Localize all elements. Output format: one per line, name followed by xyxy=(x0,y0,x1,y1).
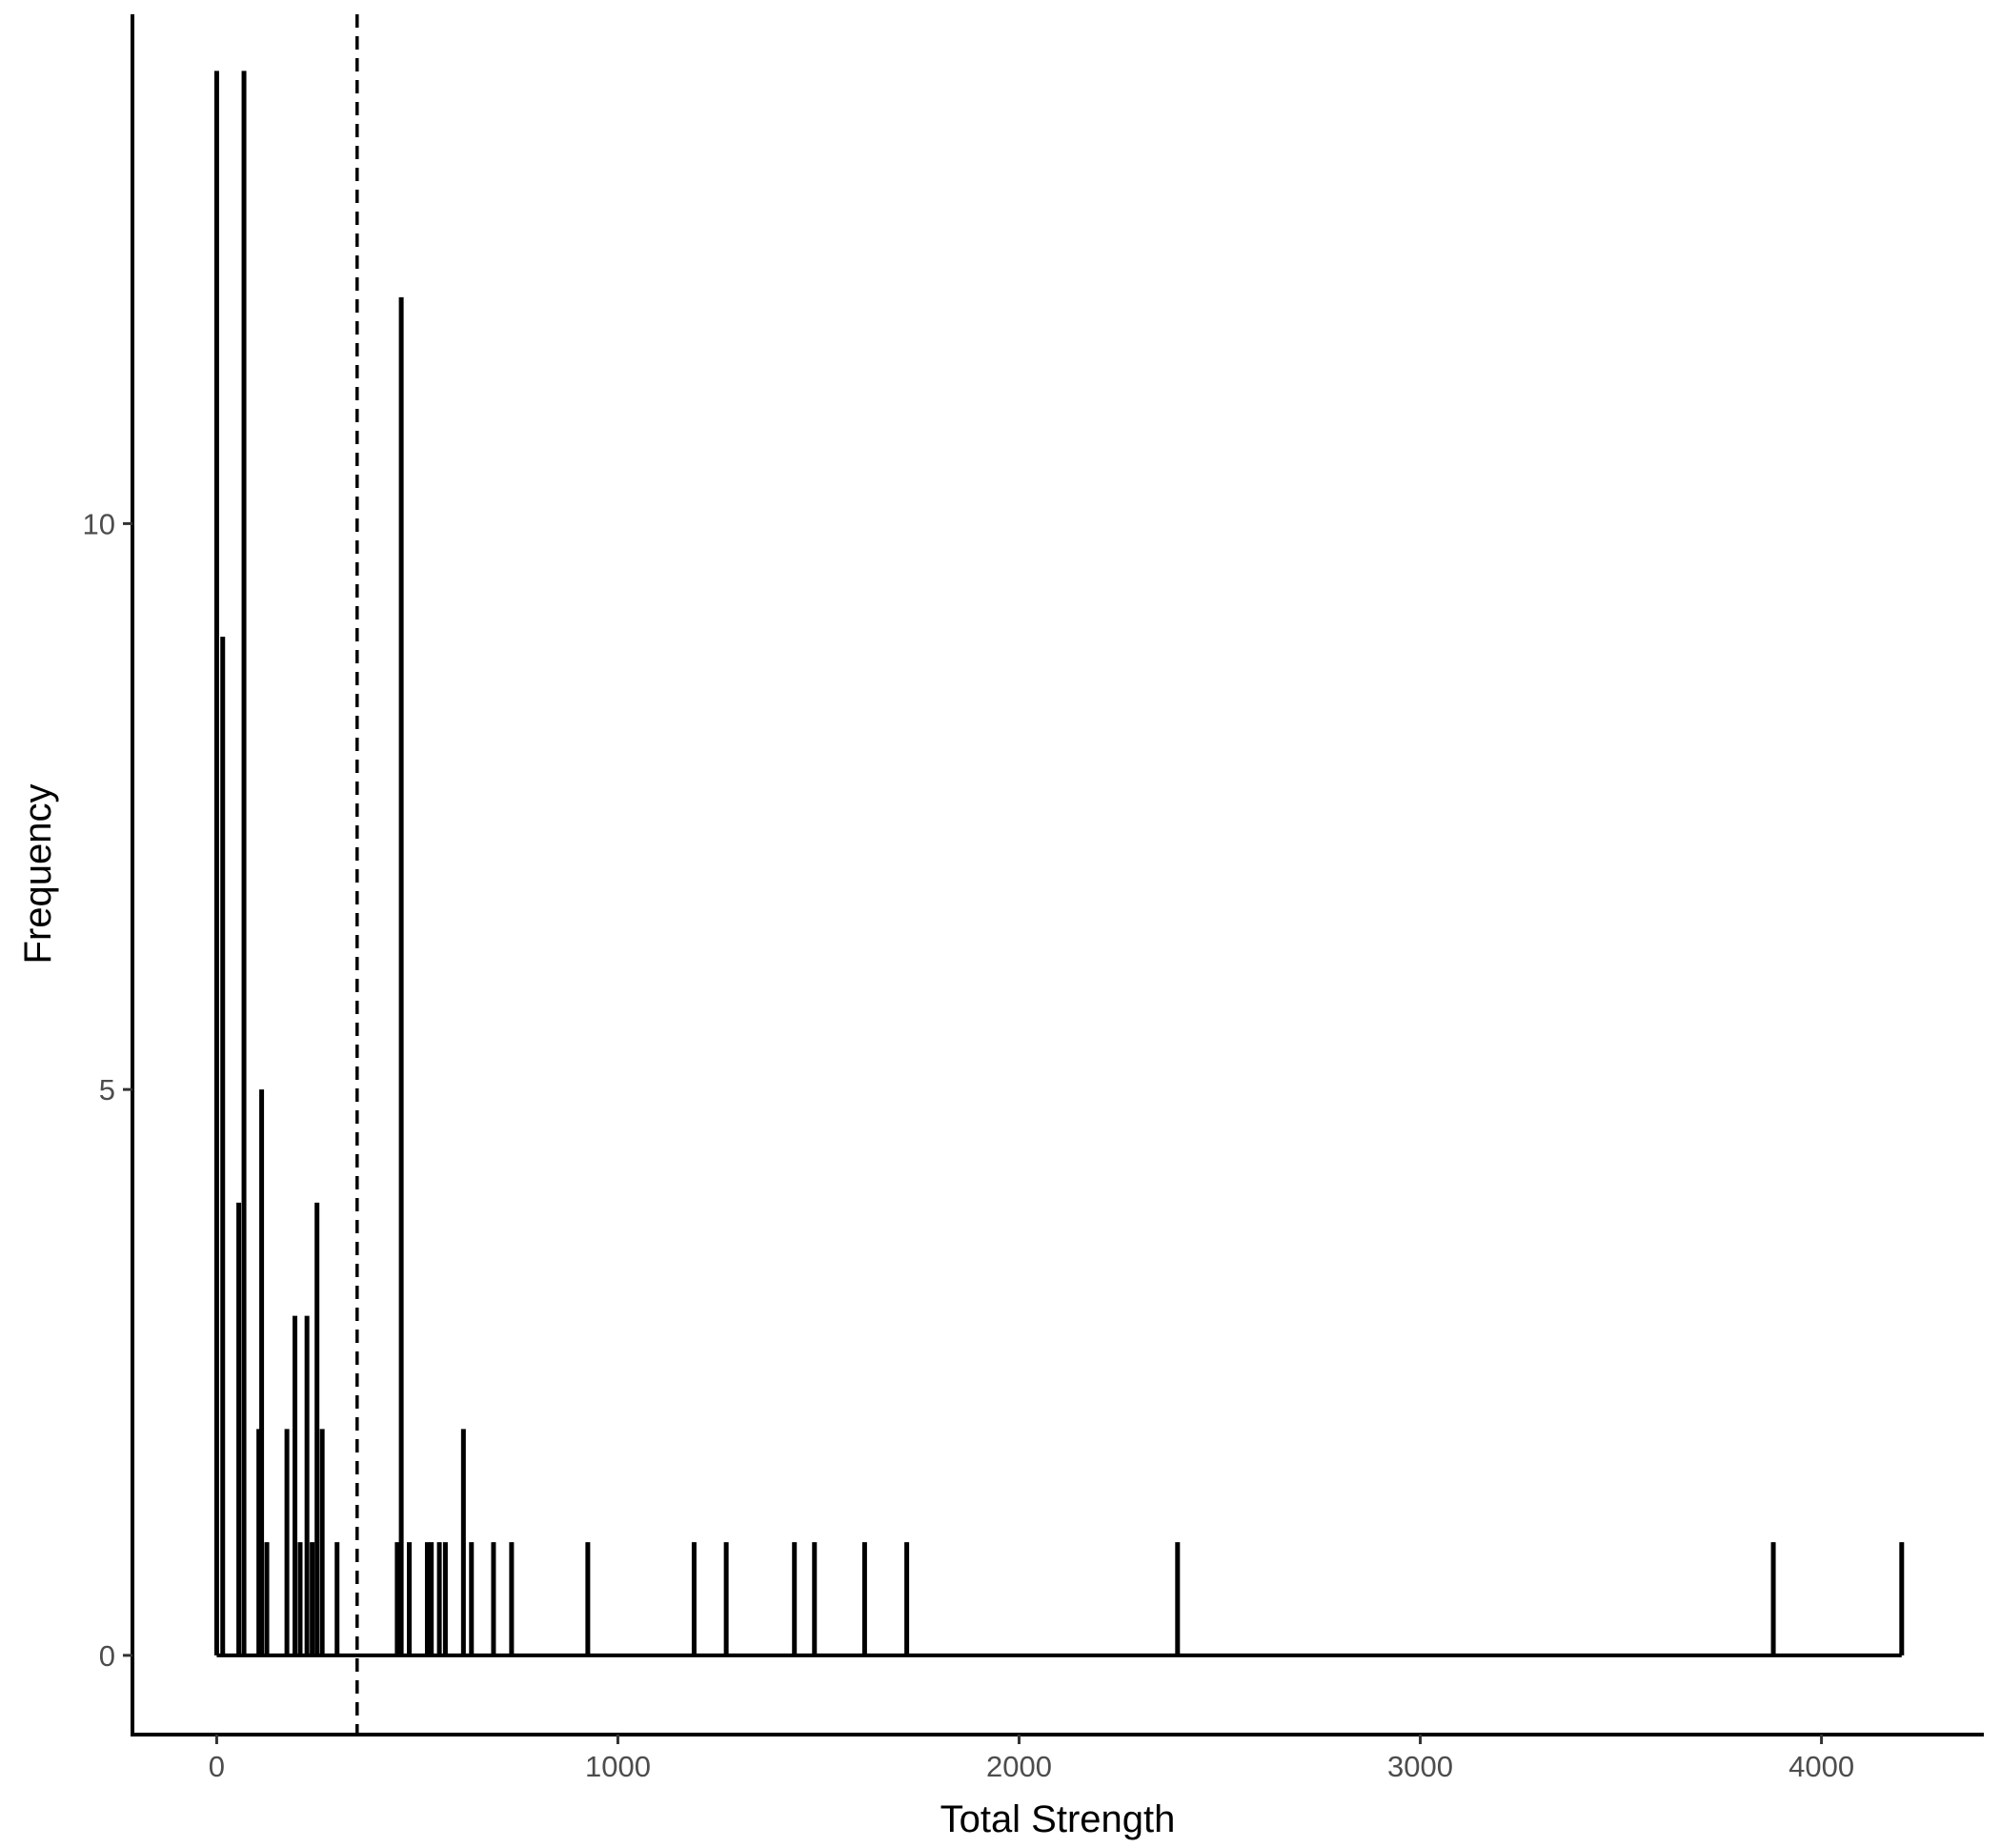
x-tick-label: 1000 xyxy=(585,1750,651,1783)
y-tick-label: 5 xyxy=(99,1073,115,1107)
axes xyxy=(131,14,1984,1736)
x-tick-label: 2000 xyxy=(986,1750,1052,1783)
y-axis-title: Frequency xyxy=(17,784,59,965)
x-axis-title: Total Strength xyxy=(940,1798,1176,1840)
y-axis-ticks: 0 5 10 xyxy=(83,507,132,1673)
x-tick-label: 0 xyxy=(209,1750,225,1783)
x-tick-label: 3000 xyxy=(1387,1750,1453,1783)
y-tick-label: 0 xyxy=(99,1639,115,1673)
histogram-bars xyxy=(213,71,1905,1657)
x-axis-ticks: 0 1000 2000 3000 4000 xyxy=(209,1735,1854,1783)
y-tick-label: 10 xyxy=(83,507,115,540)
x-tick-label: 4000 xyxy=(1789,1750,1854,1783)
